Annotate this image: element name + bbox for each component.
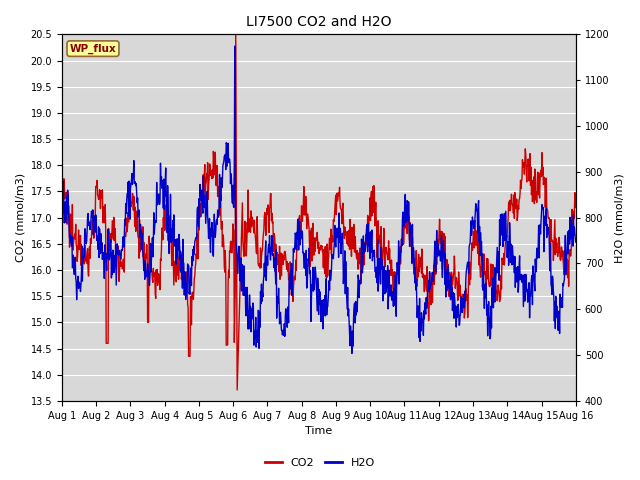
H2O bbox=[58, 216, 66, 221]
Line: H2O: H2O bbox=[62, 46, 576, 353]
CO2 bbox=[58, 205, 66, 211]
H2O bbox=[125, 178, 133, 184]
X-axis label: Time: Time bbox=[305, 426, 332, 436]
Text: WP_flux: WP_flux bbox=[70, 44, 116, 54]
Legend: CO2, H2O: CO2, H2O bbox=[260, 453, 380, 472]
Y-axis label: H2O (mmol/m3): H2O (mmol/m3) bbox=[615, 173, 625, 263]
CO2 bbox=[431, 281, 438, 287]
H2O bbox=[540, 205, 547, 211]
H2O bbox=[195, 217, 202, 223]
Line: CO2: CO2 bbox=[62, 35, 576, 390]
CO2 bbox=[540, 182, 547, 188]
CO2 bbox=[195, 256, 202, 262]
CO2 bbox=[125, 192, 133, 198]
CO2 bbox=[250, 230, 258, 236]
H2O bbox=[250, 303, 257, 309]
H2O bbox=[324, 304, 332, 310]
H2O bbox=[431, 256, 438, 262]
H2O bbox=[231, 43, 239, 49]
CO2 bbox=[324, 258, 332, 264]
H2O bbox=[572, 239, 580, 245]
CO2 bbox=[234, 387, 241, 393]
Title: LI7500 CO2 and H2O: LI7500 CO2 and H2O bbox=[246, 15, 392, 29]
CO2 bbox=[572, 194, 580, 200]
Y-axis label: CO2 (mmol/m3): CO2 (mmol/m3) bbox=[15, 173, 25, 262]
H2O bbox=[348, 350, 356, 356]
CO2 bbox=[232, 32, 239, 37]
